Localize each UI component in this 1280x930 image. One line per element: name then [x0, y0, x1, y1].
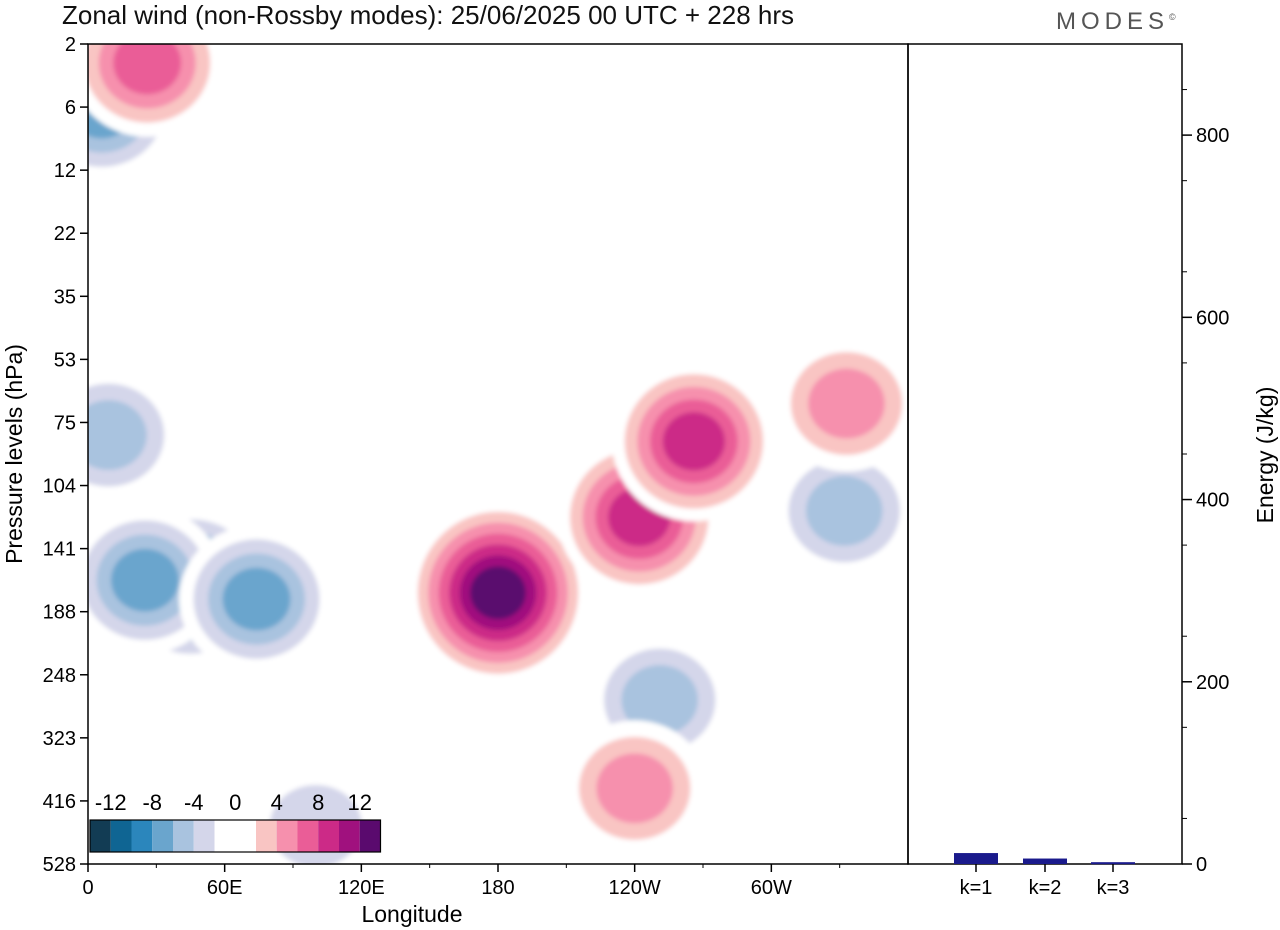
- wind-feature: [611, 361, 776, 522]
- contour-level: [470, 566, 526, 620]
- wind-feature: [88, 44, 225, 137]
- energy-category-label: k=1: [960, 877, 993, 899]
- contour-level: [111, 548, 179, 612]
- x-tick-label: 60E: [207, 877, 243, 899]
- wind-feature: [561, 720, 708, 857]
- wind-feature: [771, 442, 908, 579]
- wind-feature: [773, 335, 908, 472]
- y-tick-label: 12: [54, 160, 76, 182]
- x-tick-label: 120E: [338, 877, 385, 899]
- modes-logo: MODES©: [1056, 8, 1176, 36]
- x-tick-label: 60W: [751, 877, 792, 899]
- y-tick-label: 323: [43, 728, 76, 750]
- copyright-mark: ©: [1169, 12, 1176, 22]
- colorbar-label: -12: [95, 790, 127, 815]
- contour-level: [222, 567, 291, 631]
- y-tick-label: 248: [43, 665, 76, 687]
- brand-name: MODES: [1056, 8, 1170, 35]
- energy-tick-label: 0: [1196, 854, 1207, 876]
- energy-category-label: k=2: [1029, 877, 1062, 899]
- x-axis-label: Longitude: [361, 901, 462, 927]
- colorbar-swatch: [256, 820, 277, 852]
- contour-level: [596, 753, 673, 824]
- colorbar-swatch: [152, 820, 173, 852]
- contour-level: [88, 400, 147, 470]
- colorbar-swatch: [235, 820, 256, 852]
- energy-bar: [1023, 858, 1067, 864]
- colorbar-swatch: [276, 820, 298, 852]
- wind-feature: [407, 500, 589, 685]
- contour-level: [808, 368, 885, 439]
- field-background: [88, 44, 908, 864]
- contour-level: [662, 412, 725, 471]
- contour-level: [805, 475, 883, 546]
- y-tick-label: 75: [54, 412, 76, 434]
- energy-tick-label: 200: [1196, 672, 1229, 694]
- colorbar-swatch: [110, 820, 132, 852]
- energy-bar: [954, 853, 998, 864]
- y-tick-label: 528: [43, 854, 76, 876]
- y-tick-label: 188: [43, 602, 76, 624]
- colorbar-swatch: [173, 820, 194, 852]
- wind-field: [88, 44, 908, 864]
- energy-axis-label: Energy (J/kg): [1252, 387, 1278, 524]
- colorbar-swatch: [359, 820, 381, 852]
- field-contours: [88, 44, 908, 864]
- colorbar-label: -8: [142, 790, 162, 815]
- wind-feature: [178, 525, 335, 674]
- colorbar-swatch: [339, 820, 360, 852]
- y-tick-label: 6: [65, 97, 76, 119]
- colorbar-swatch: [131, 820, 153, 852]
- colorbar-label: -4: [184, 790, 204, 815]
- colorbar-swatch: [193, 820, 215, 852]
- contour-level: [621, 665, 698, 735]
- colorbar-label: 12: [348, 790, 372, 815]
- y-tick-label: 53: [54, 349, 76, 371]
- y-tick-label: 22: [54, 223, 76, 245]
- y-tick-label: 104: [43, 476, 76, 498]
- y-axis-label: Pressure levels (hPa): [1, 344, 27, 564]
- y-tick-label: 416: [43, 791, 76, 813]
- y-tick-label: 35: [54, 286, 76, 308]
- colorbar-label: 8: [312, 790, 324, 815]
- colorbar-swatch: [318, 820, 339, 852]
- energy-tick-label: 800: [1196, 125, 1229, 147]
- energy-plot-frame: [907, 43, 1183, 865]
- colorbar-swatch: [90, 820, 111, 852]
- y-tick-label: 141: [43, 539, 76, 561]
- colorbar-swatch: [214, 820, 236, 852]
- colorbar-swatch: [297, 820, 319, 852]
- wind-feature: [88, 367, 182, 504]
- colorbar-frame: [89, 819, 382, 853]
- colorbar: -12 -8 -4 0 4 8 12: [89, 790, 382, 853]
- energy-tick-label: 400: [1196, 490, 1229, 512]
- energy-category-label: k=3: [1097, 877, 1130, 899]
- chart-title: Zonal wind (non-Rossby modes): 25/06/202…: [62, 0, 794, 30]
- colorbar-label: 0: [229, 790, 241, 815]
- energy-tick-label: 600: [1196, 307, 1229, 329]
- x-tick-label: 120W: [609, 877, 661, 899]
- energy-bar: [1091, 862, 1135, 865]
- y-tick-label: 2: [65, 34, 76, 56]
- x-tick-label: 180: [481, 877, 514, 899]
- energy-bar-chart: 0 200 400 600 800 Energy (J/kg) k=1 k=2 k=3: [954, 89, 1278, 899]
- colorbar-label: 4: [271, 790, 283, 815]
- contour-level: [113, 44, 182, 95]
- x-tick-label: 0: [82, 877, 93, 899]
